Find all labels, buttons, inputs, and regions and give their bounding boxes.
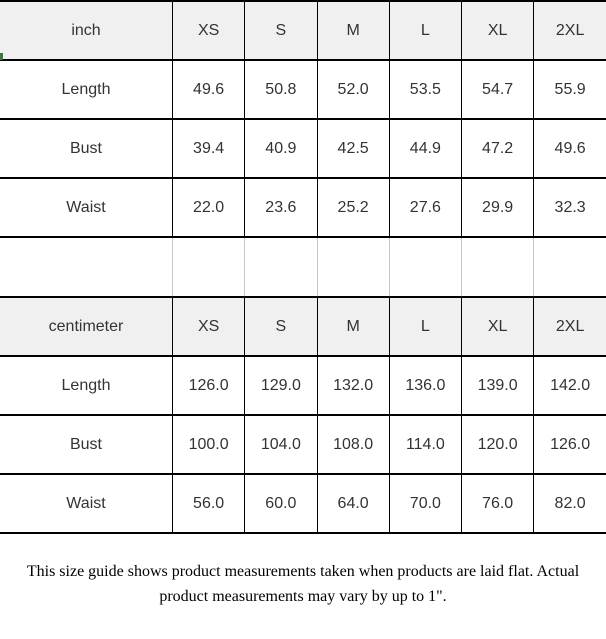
measurement-cell: 53.5 (388, 59, 463, 120)
measurement-cell: 40.9 (244, 118, 318, 179)
measurement-cell: 29.9 (460, 177, 535, 238)
measurement-cell: 120.0 (460, 414, 535, 475)
unit-header-inch: inch (0, 0, 173, 61)
measurement-cell: 129.0 (244, 355, 318, 416)
measurement-cell: 104.0 (244, 414, 318, 475)
column-header-s: S (244, 296, 318, 357)
measurement-cell: 100.0 (171, 414, 246, 475)
row-label-length: Length (0, 59, 173, 120)
measurement-cell: 56.0 (171, 473, 246, 534)
measurement-cell: 22.0 (171, 177, 246, 238)
spacer-cell (244, 237, 318, 297)
measurement-cell: 60.0 (244, 473, 318, 534)
measurement-cell: 76.0 (460, 473, 535, 534)
centimeter-bust-row: Bust 100.0 104.0 108.0 114.0 120.0 126.0 (0, 414, 606, 475)
measurement-cell: 47.2 (460, 118, 535, 179)
centimeter-header-row: centimeter XS S M L XL 2XL (0, 296, 606, 357)
measurement-cell: 64.0 (316, 473, 390, 534)
measurement-cell: 70.0 (388, 473, 463, 534)
inch-waist-row: Waist 22.0 23.6 25.2 27.6 29.9 32.3 (0, 177, 606, 238)
inch-length-row: Length 49.6 50.8 52.0 53.5 54.7 55.9 (0, 59, 606, 120)
unit-header-centimeter: centimeter (0, 296, 173, 357)
column-header-s: S (244, 0, 318, 61)
spacer-cell (533, 237, 606, 297)
size-guide-note: This size guide shows product measuremen… (26, 563, 580, 605)
spacer-cell (460, 237, 535, 297)
measurement-cell: 50.8 (244, 59, 318, 120)
column-header-2xl: 2XL (533, 0, 606, 61)
measurement-cell: 49.6 (171, 59, 246, 120)
size-guide: inch XS S M L XL 2XL Length 49.6 50.8 52… (0, 0, 606, 605)
centimeter-length-row: Length 126.0 129.0 132.0 136.0 139.0 142… (0, 355, 606, 416)
measurement-cell: 139.0 (460, 355, 535, 416)
measurement-cell: 44.9 (388, 118, 463, 179)
spacer-row (0, 237, 606, 297)
row-label-bust: Bust (0, 414, 173, 475)
row-label-waist: Waist (0, 473, 173, 534)
column-header-2xl: 2XL (533, 296, 606, 357)
measurement-cell: 108.0 (316, 414, 390, 475)
measurement-cell: 54.7 (460, 59, 535, 120)
measurement-cell: 52.0 (316, 59, 390, 120)
column-header-xl: XL (460, 0, 535, 61)
inch-bust-row: Bust 39.4 40.9 42.5 44.9 47.2 49.6 (0, 118, 606, 179)
measurement-cell: 136.0 (388, 355, 463, 416)
measurement-cell: 126.0 (171, 355, 246, 416)
row-label-bust: Bust (0, 118, 173, 179)
row-label-waist: Waist (0, 177, 173, 238)
green-marker (0, 53, 3, 60)
column-header-m: M (316, 0, 390, 61)
spacer-cell (171, 237, 246, 297)
column-header-l: L (388, 0, 463, 61)
column-header-m: M (316, 296, 390, 357)
column-header-xl: XL (460, 296, 535, 357)
measurement-cell: 114.0 (388, 414, 463, 475)
measurement-cell: 126.0 (533, 414, 606, 475)
measurement-cell: 49.6 (533, 118, 606, 179)
row-label-length: Length (0, 355, 173, 416)
column-header-l: L (388, 296, 463, 357)
measurement-cell: 39.4 (171, 118, 246, 179)
measurement-cell: 55.9 (533, 59, 606, 120)
measurement-cell: 23.6 (244, 177, 318, 238)
spacer-cell (316, 237, 390, 297)
measurement-cell: 82.0 (533, 473, 606, 534)
measurement-cell: 27.6 (388, 177, 463, 238)
spacer-cell (388, 237, 463, 297)
spacer-cell (0, 237, 173, 297)
measurement-cell: 42.5 (316, 118, 390, 179)
size-table: inch XS S M L XL 2XL Length 49.6 50.8 52… (0, 0, 606, 534)
measurement-cell: 32.3 (533, 177, 606, 238)
measurement-cell: 132.0 (316, 355, 390, 416)
inch-header-row: inch XS S M L XL 2XL (0, 0, 606, 61)
column-header-xs: XS (171, 0, 246, 61)
column-header-xs: XS (171, 296, 246, 357)
centimeter-waist-row: Waist 56.0 60.0 64.0 70.0 76.0 82.0 (0, 473, 606, 534)
measurement-cell: 25.2 (316, 177, 390, 238)
measurement-cell: 142.0 (533, 355, 606, 416)
